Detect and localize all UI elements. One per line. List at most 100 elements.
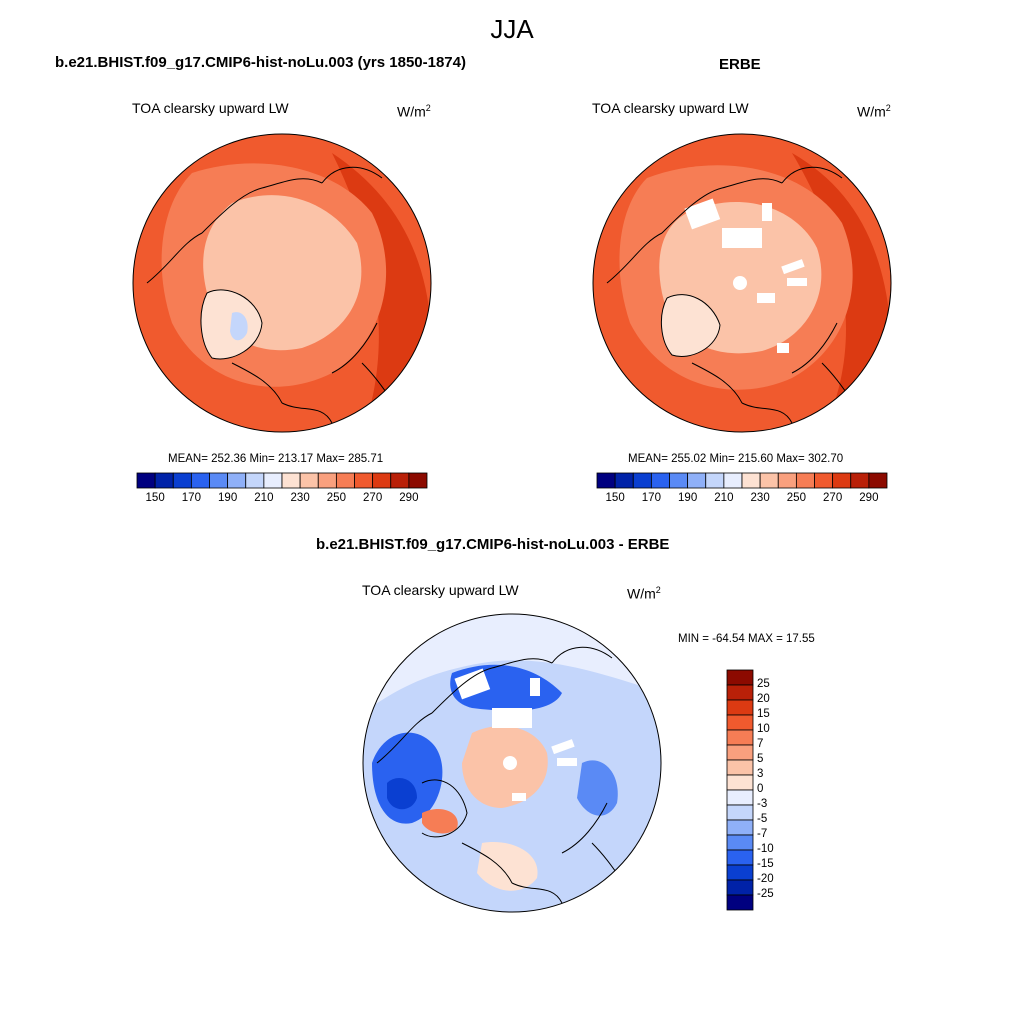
panel1-map xyxy=(132,133,432,433)
panel2-colorbar-swatch xyxy=(650,472,670,489)
panel1-colorbar-swatch xyxy=(190,472,210,489)
panel2-colorbar-tick-label: 190 xyxy=(678,492,698,504)
panel3-colorbar-swatch xyxy=(726,804,754,821)
panel3-colorbar-tick-label: 3 xyxy=(757,768,764,780)
map1-greenland-summit xyxy=(230,312,248,341)
panel2-title: ERBE xyxy=(719,56,761,73)
map2-missing-wedge xyxy=(684,198,721,230)
panel3-map xyxy=(362,613,662,913)
panel2-colorbar-swatch xyxy=(759,472,779,489)
panel3-colorbar-swatch xyxy=(726,789,754,806)
panel1-colorbar-swatch xyxy=(372,472,392,489)
panel3-colorbar-swatch xyxy=(726,864,754,881)
panel3-colorbar-tick-label: -5 xyxy=(757,813,768,825)
panel1-colorbar-swatch xyxy=(299,472,319,489)
panel2-colorbar-swatch xyxy=(632,472,652,489)
map3-missing-data xyxy=(454,668,577,801)
panel3-colorbar-swatch xyxy=(726,744,754,761)
panel2-colorbar-swatch xyxy=(741,472,761,489)
panel1-colorbar-swatch xyxy=(245,472,265,489)
panel3-colorbar-tick-label: 25 xyxy=(757,678,770,690)
panel1-colorbar-tick-label: 170 xyxy=(181,492,201,504)
map2-missing-wedge xyxy=(781,259,805,275)
panel1-colorbar-swatch xyxy=(263,472,283,489)
panel3-colorbar-tick-label: -10 xyxy=(757,843,774,855)
map3-missing-wedge xyxy=(530,678,540,696)
panel3-colorbar-tick-label: -25 xyxy=(757,888,774,900)
panel3-colorbar-swatch xyxy=(726,894,754,911)
map3-neutral-area xyxy=(363,614,661,713)
panel2-colorbar-swatch xyxy=(723,472,743,489)
panel1-colorbar-swatch xyxy=(209,472,229,489)
panel2-map xyxy=(592,133,892,433)
panel1-colorbar-tick-label: 150 xyxy=(145,492,165,504)
panel2-colorbar-swatch xyxy=(795,472,815,489)
panel3-colorbar-tick-label: 20 xyxy=(757,693,770,705)
panel3-colorbar xyxy=(726,669,754,911)
map3-negative-west-core xyxy=(387,778,417,810)
panel2-colorbar-swatch xyxy=(850,472,870,489)
panel3-colorbar-swatch xyxy=(726,669,754,686)
panel1-colorbar-tick-label: 250 xyxy=(326,492,346,504)
map2-missing-wedge xyxy=(762,203,772,221)
panel1-colorbar-swatch xyxy=(390,472,410,489)
panel3-colorbar-swatch xyxy=(726,699,754,716)
panel1-colorbar-tick-label: 270 xyxy=(363,492,383,504)
map2-missing-wedge xyxy=(722,228,762,248)
map3-negative-east xyxy=(577,760,618,816)
panel3-colorbar-swatch xyxy=(726,774,754,791)
panel1-colorbar-swatch xyxy=(154,472,174,489)
panel3-colorbar-swatch xyxy=(726,849,754,866)
map2-missing-wedge xyxy=(777,343,789,353)
panel1-units: W/m2 xyxy=(397,103,431,120)
panel2-colorbar-swatch xyxy=(669,472,689,489)
panel3-colorbar-tick-label: 5 xyxy=(757,753,764,765)
panel1-colorbar-ticks: 150 170 190 210 230 250 270 290 xyxy=(137,492,427,508)
map3-missing-wedge xyxy=(557,758,577,766)
panel2-colorbar-tick-label: 250 xyxy=(786,492,806,504)
map3-missing-wedge xyxy=(492,708,532,728)
panel2-colorbar-swatch xyxy=(705,472,725,489)
panel2-colorbar-swatch xyxy=(687,472,707,489)
panel2-units: W/m2 xyxy=(857,103,891,120)
panel1-colorbar xyxy=(136,472,428,489)
map3-positive-south xyxy=(477,842,538,891)
map3-pole-hole xyxy=(503,756,517,770)
panel2-variable: TOA clearsky upward LW xyxy=(592,100,749,116)
panel3-colorbar-swatch xyxy=(726,879,754,896)
panel1-variable: TOA clearsky upward LW xyxy=(132,100,289,116)
panel2-colorbar-tick-label: 210 xyxy=(714,492,734,504)
panel2-colorbar-ticks: 150 170 190 210 230 250 270 290 xyxy=(597,492,887,508)
panel1-colorbar-swatch xyxy=(354,472,374,489)
panel1-stats: MEAN= 252.36 Min= 213.17 Max= 285.71 xyxy=(168,453,384,465)
panel3-colorbar-tick-label: -7 xyxy=(757,828,768,840)
panel3-units: W/m2 xyxy=(627,585,661,602)
map3-missing-wedge xyxy=(551,739,575,755)
map2-missing-wedge xyxy=(787,278,807,286)
figure-title: JJA xyxy=(490,14,534,44)
panel2-colorbar-swatch xyxy=(868,472,888,489)
panel1-colorbar-swatch xyxy=(136,472,156,489)
map2-missing-wedge xyxy=(757,293,775,303)
panel1-colorbar-tick-label: 290 xyxy=(399,492,419,504)
panel3-colorbar-ticks: 25 20 15 10 7 5 3 0 -3 -5 -7 -10 -15 -20 -25 xyxy=(757,670,797,910)
map2-warm-band xyxy=(792,153,891,432)
panel3-colorbar-tick-label: 0 xyxy=(757,783,764,795)
panel3-colorbar-tick-label: -20 xyxy=(757,873,774,885)
panel3-colorbar-tick-label: -3 xyxy=(757,798,768,810)
panel3-stats: MIN = -64.54 MAX = 17.55 xyxy=(678,633,815,645)
panel1-colorbar-swatch xyxy=(408,472,428,489)
panel3-colorbar-swatch xyxy=(726,834,754,851)
panel2-colorbar-swatch xyxy=(596,472,616,489)
panel3-colorbar-swatch xyxy=(726,759,754,776)
panel1-colorbar-tick-label: 210 xyxy=(254,492,274,504)
panel3-colorbar-tick-label: 15 xyxy=(757,708,770,720)
map3-missing-wedge xyxy=(454,668,491,700)
panel1-colorbar-swatch xyxy=(281,472,301,489)
panel2-colorbar-tick-label: 270 xyxy=(823,492,843,504)
panel1-colorbar-swatch xyxy=(227,472,247,489)
panel3-colorbar-swatch xyxy=(726,819,754,836)
panel2-colorbar-tick-label: 290 xyxy=(859,492,879,504)
panel2-colorbar-swatch xyxy=(614,472,634,489)
panel2-stats: MEAN= 255.02 Min= 215.60 Max= 302.70 xyxy=(628,453,844,465)
